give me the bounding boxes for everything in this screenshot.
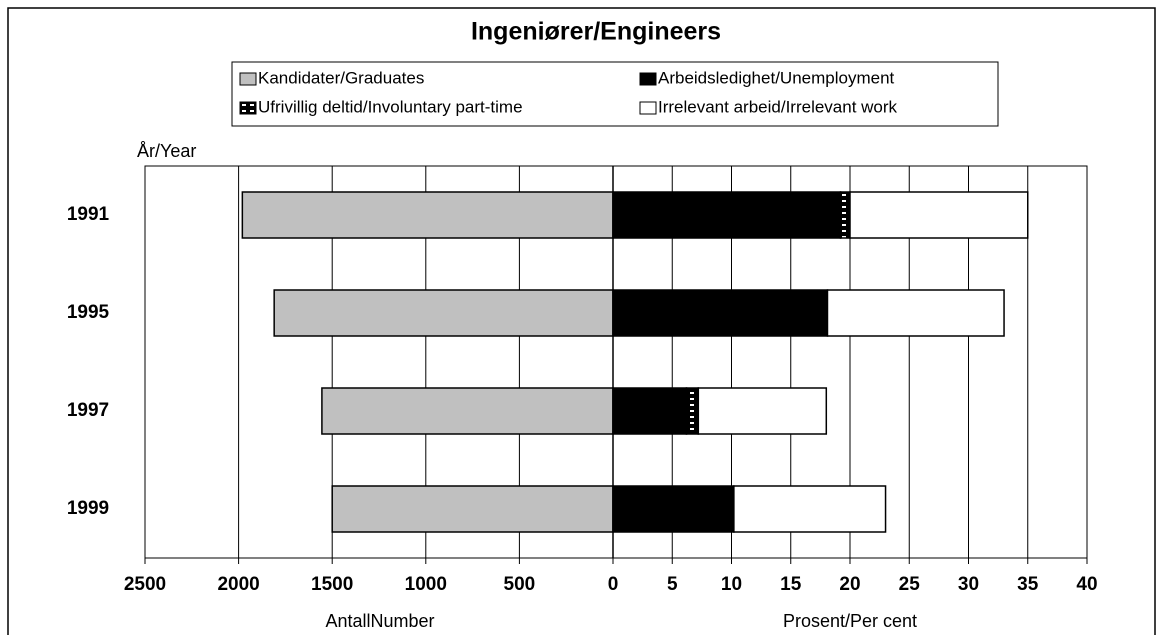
legend-label: Kandidater/Graduates [258, 68, 424, 87]
bar [331, 485, 614, 533]
legend-label: Ufrivillig deltid/Involuntary part-time [258, 97, 523, 116]
bar-segment [826, 289, 1005, 337]
bar-segment [839, 191, 851, 239]
x-tick-label: 5 [667, 574, 678, 595]
legend-swatch [239, 72, 257, 86]
bar [273, 289, 614, 337]
x-tick-label: 1500 [311, 574, 353, 595]
y-axis-title: År/Year [137, 141, 196, 161]
y-tick-label: 1991 [67, 204, 110, 225]
bar-segment [685, 387, 700, 435]
x-tick-label: 2000 [217, 574, 259, 595]
chart-title: Ingeniører/Engineers [471, 18, 721, 46]
legend-swatch [639, 72, 657, 86]
legend-swatch [639, 101, 657, 115]
x-tick-label: 2500 [124, 574, 166, 595]
y-tick-label: 1999 [67, 498, 109, 519]
bar [241, 191, 614, 239]
x-tick-label: 30 [958, 574, 979, 595]
x-tick-label: 20 [839, 574, 860, 595]
bar-segment [733, 485, 887, 533]
legend-label: Arbeidsledighet/Unemployment [658, 68, 895, 87]
legend-label: Irrelevant arbeid/Irrelevant work [658, 97, 898, 116]
bar-segment [612, 191, 842, 239]
x-tick-label: 15 [780, 574, 802, 595]
x-tick-label: 500 [504, 574, 536, 595]
bar-segment [612, 289, 829, 337]
x-tick-label: 1000 [405, 574, 447, 595]
bar-segment [612, 485, 735, 533]
bar [321, 387, 614, 435]
frame [7, 7, 1156, 635]
x-tick-label: 10 [721, 574, 742, 595]
bar-segment [697, 387, 828, 435]
x-tick-label: 0 [608, 574, 619, 595]
legend [231, 61, 999, 127]
legend-swatch [239, 101, 257, 115]
x-tick-label: 25 [899, 574, 921, 595]
y-tick-label: 1995 [67, 302, 110, 323]
x-tick-label: 35 [1017, 574, 1039, 595]
x-axis-title: AntallNumber [325, 611, 434, 631]
y-tick-label: 1997 [67, 400, 109, 421]
bar-segment [849, 191, 1029, 239]
bar-segment [612, 387, 688, 435]
x-tick-label: 40 [1076, 574, 1097, 595]
x-axis-title: Prosent/Per cent [783, 611, 917, 631]
